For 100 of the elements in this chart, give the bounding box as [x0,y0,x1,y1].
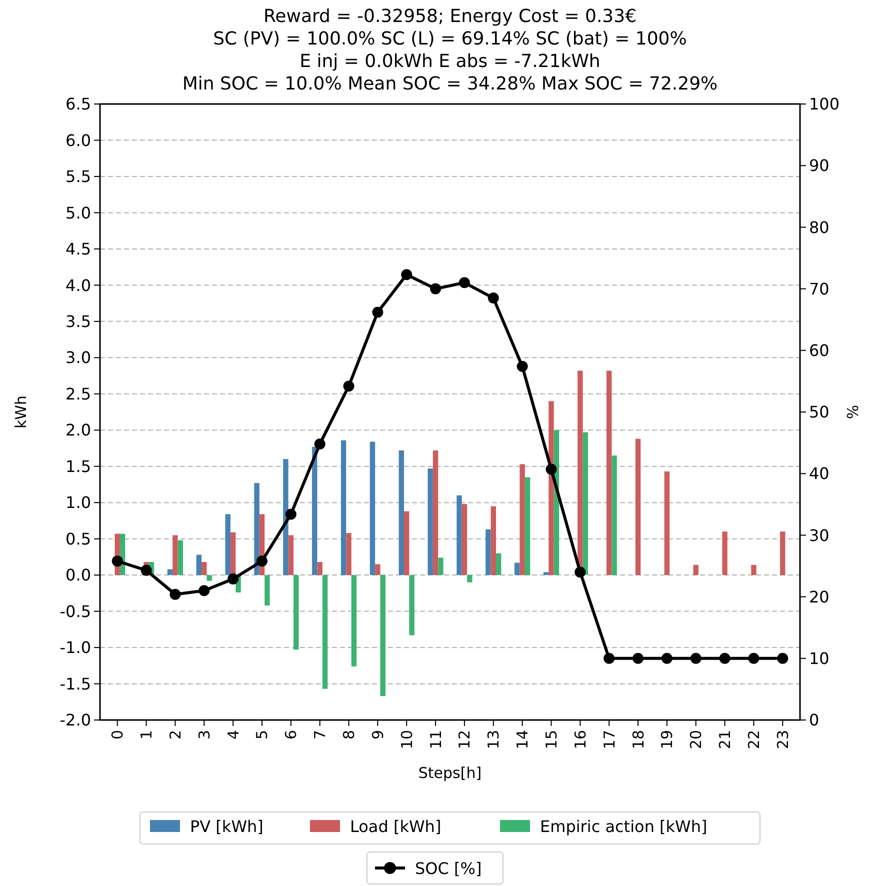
x-tick-label: 14 [514,730,532,750]
y2-tick-label: 70 [809,279,830,298]
bar [693,564,698,576]
bar [456,495,462,576]
bar [167,569,173,576]
point [140,564,152,576]
bar [490,506,496,576]
point [604,652,615,664]
y-tick-label: 3.5 [66,312,91,332]
bar [375,564,380,576]
y-tick-label: 1.5 [66,456,91,476]
y2-tick-label: 100 [809,94,840,114]
bar [582,432,588,576]
y-axis-title: kWh [12,395,30,429]
x-tick-label: 7 [311,730,330,740]
point [458,277,470,288]
bar [606,370,612,576]
y2-tick-label: 20 [809,587,830,606]
x-tick-label: 5 [253,730,272,740]
point [574,566,586,578]
bar [664,471,670,576]
bar [635,438,641,576]
y-tick-label: 5.0 [66,203,91,222]
bar [283,459,288,576]
x-tick-label: 3 [195,730,214,740]
point [777,652,788,664]
y2-tick-label: 10 [809,649,830,668]
y-tick-label: 6.5 [66,94,91,114]
x-tick-label: 23 [774,730,792,750]
legend-label: Empiric action [kWh] [540,817,708,836]
point [516,360,528,372]
bar [317,562,322,576]
bar [428,468,433,576]
x-tick-label: 0 [108,730,127,740]
point [488,292,499,304]
x-tick-label: 6 [282,730,300,740]
y-tick-label: 5.5 [66,167,91,186]
bar [514,562,520,576]
bar [543,572,549,576]
y-tick-label: -1.0 [60,638,91,658]
point [430,283,442,294]
point [546,464,557,475]
bar [172,535,178,576]
point [748,652,760,664]
bar [312,446,318,576]
x-tick-label: 16 [571,730,590,750]
x-tick-label: 20 [687,730,706,750]
x-axis-title: Steps[h] [418,764,482,782]
x-tick-label: 1 [138,730,156,740]
bar [225,514,230,576]
bar [486,529,491,576]
y-tick-label: -0.5 [60,602,91,621]
x-tick-label: 21 [716,730,734,750]
y-tick-label: 0.5 [66,529,91,548]
bar [548,401,554,576]
y2-tick-label: 50 [809,402,830,422]
y-tick-label: 6.0 [66,130,91,150]
x-tick-label: 17 [600,730,618,750]
y2-tick-label: 40 [809,464,830,484]
chart-title: Reward = -0.32958; Energy Cost = 0.33€ SC (PV) = 100.0% SC (L) = 69.14% SC (bat) = 100% E inj = 0.0kWh E abs = -7.21kWh Min SOC = 10.0% Mean SOC = 34.28% Max SOC = 72.29% [182,6,718,94]
x-tick-label: 8 [340,730,358,740]
y-tick-label: 2.0 [66,420,91,440]
point [372,306,384,318]
bar [322,575,328,689]
bar [178,540,184,576]
legend-label: Load [kWh] [350,817,442,836]
point [719,652,730,664]
bar [230,532,236,576]
bar [351,575,357,666]
x-tick-label: 13 [484,730,503,750]
bar [380,575,386,696]
point [198,585,210,596]
y2-tick-label: 60 [809,341,830,360]
x-tick-label: 10 [398,730,416,750]
bar [404,511,410,576]
y-tick-label: 4.5 [66,240,91,259]
bar [254,483,260,576]
y2-tick-label: 80 [809,218,830,237]
y-tick-label: 4.0 [66,276,91,295]
y-tick-label: 2.5 [66,384,91,404]
x-tick-label: 18 [629,730,648,750]
bar [398,450,404,576]
x-tick-label: 11 [426,730,445,750]
bar [780,532,786,576]
bar [467,575,472,582]
x-tick-label: 15 [542,730,560,750]
x-tick-label: 2 [166,730,184,740]
x-tick-label: 22 [744,730,763,750]
point [314,438,326,450]
point [285,508,296,520]
bar [438,558,444,576]
point [170,588,181,600]
legend-label: PV [kWh] [190,817,264,836]
bar [751,564,756,576]
x-tick-label: 12 [456,730,474,750]
point [228,573,239,584]
y2-axis-title: % [844,404,862,420]
legend-label: SOC [%] [415,859,482,878]
x-tick-label: 4 [224,730,242,740]
bar [202,562,207,576]
